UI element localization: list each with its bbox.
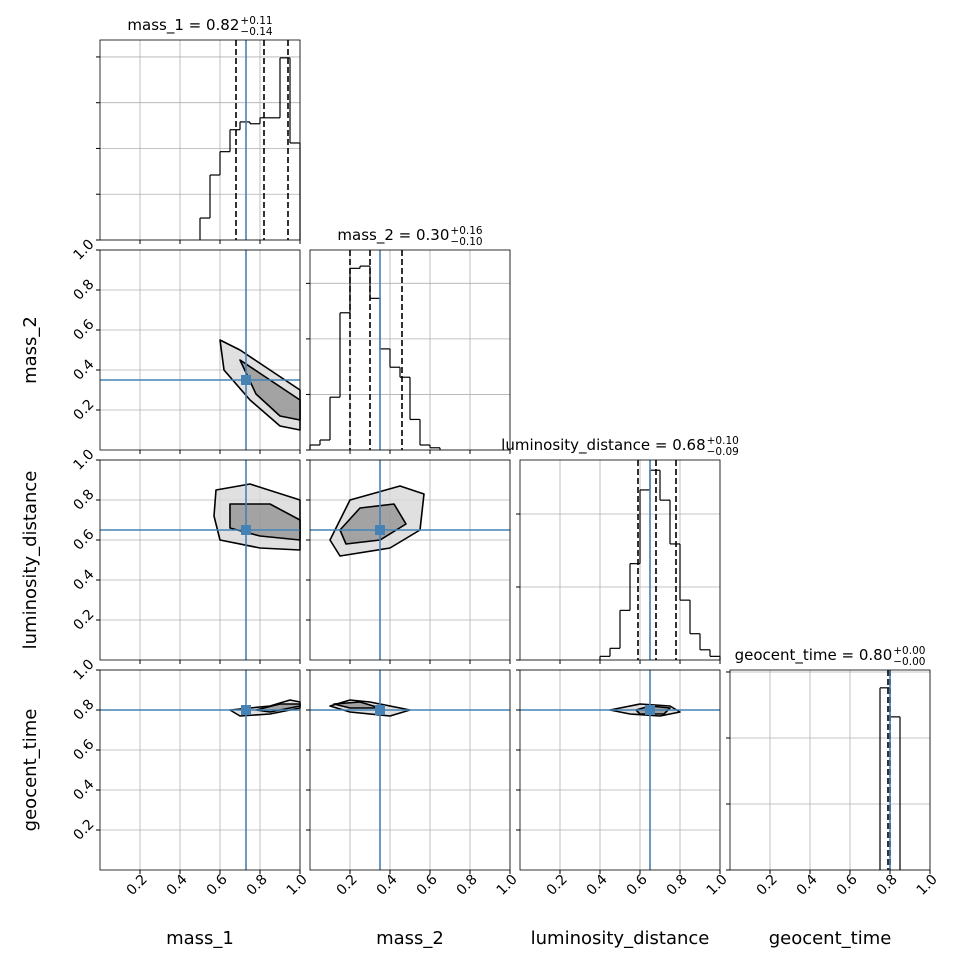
truth-marker <box>645 705 655 715</box>
panel-frame <box>309 249 511 451</box>
x-tick-label: 0.2 <box>544 872 571 899</box>
truth-marker <box>241 525 251 535</box>
truth-marker <box>241 375 251 385</box>
y-tick-label: 0.4 <box>70 776 97 803</box>
x-tick-label: 0.4 <box>164 872 191 899</box>
x-tick-label: 0.6 <box>624 872 651 899</box>
title-text: mass_1 = 0.82 <box>127 16 239 35</box>
x-axis-label: mass_1 <box>166 928 234 949</box>
x-tick-label: 0.6 <box>204 872 231 899</box>
y-tick-label: 1.0 <box>70 446 97 473</box>
panel-frame <box>519 459 721 661</box>
panel-frame <box>309 459 511 661</box>
y-tick-label: 0.6 <box>70 316 97 343</box>
contour <box>339 503 407 545</box>
x-tick-label: 0.8 <box>454 872 481 899</box>
title-sup: +0.10 <box>707 435 739 447</box>
x-tick-label: 0.6 <box>414 872 441 899</box>
y-axis-label: luminosity_distance <box>20 471 41 650</box>
x-axis-label: luminosity_distance <box>531 928 710 949</box>
x-tick-label: 1.0 <box>494 872 521 899</box>
title-sub: −0.00 <box>893 656 925 668</box>
panel-frame <box>729 669 931 871</box>
x-tick-label: 0.4 <box>584 872 611 899</box>
y-tick-label: 1.0 <box>70 236 97 263</box>
x-tick-label: 0.2 <box>334 872 361 899</box>
x-tick-label: 0.2 <box>754 872 781 899</box>
y-tick-label: 0.2 <box>70 816 97 843</box>
y-tick-label: 0.6 <box>70 736 97 763</box>
x-tick-label: 1.0 <box>284 872 311 899</box>
x-axis-label: mass_2 <box>376 928 444 949</box>
panel-frame <box>99 39 301 241</box>
y-tick-label: 0.6 <box>70 526 97 553</box>
x-tick-label: 0.8 <box>244 872 271 899</box>
y-tick-label: 0.4 <box>70 566 97 593</box>
title-text: mass_2 = 0.30 <box>337 226 449 245</box>
y-tick-label: 0.8 <box>70 696 97 723</box>
y-tick-label: 0.2 <box>70 396 97 423</box>
title-sub: −0.09 <box>707 446 739 458</box>
y-tick-label: 0.2 <box>70 606 97 633</box>
x-tick-label: 1.0 <box>704 872 731 899</box>
title-sup: +0.11 <box>240 15 272 27</box>
panel-title: luminosity_distance = 0.68 +0.10−0.09 <box>501 435 739 458</box>
panel-frame <box>519 669 721 871</box>
title-text: luminosity_distance = 0.68 <box>501 436 705 455</box>
x-tick-label: 1.0 <box>914 872 941 899</box>
x-tick-label: 0.8 <box>664 872 691 899</box>
y-axis-label: mass_2 <box>20 316 41 384</box>
truth-marker <box>375 705 385 715</box>
y-axis-label: geocent_time <box>20 709 41 832</box>
panel-frame <box>99 459 301 661</box>
title-text: geocent_time = 0.80 <box>735 646 893 665</box>
x-tick-label: 0.8 <box>874 872 901 899</box>
panel-frame <box>99 249 301 451</box>
truth-marker <box>375 525 385 535</box>
panel-title: geocent_time = 0.80 +0.00−0.00 <box>735 645 926 668</box>
panel-title: mass_1 = 0.82 +0.11−0.14 <box>127 15 272 38</box>
panel-title: mass_2 = 0.30 +0.16−0.10 <box>337 225 482 248</box>
truth-marker <box>241 705 251 715</box>
panel-frame <box>99 669 301 871</box>
x-tick-label: 0.4 <box>374 872 401 899</box>
y-tick-label: 0.8 <box>70 486 97 513</box>
x-tick-label: 0.2 <box>124 872 151 899</box>
title-sub: −0.10 <box>450 236 482 248</box>
y-tick-label: 1.0 <box>70 656 97 683</box>
y-tick-label: 0.8 <box>70 276 97 303</box>
panel-frame <box>309 669 511 871</box>
x-tick-label: 0.4 <box>794 872 821 899</box>
x-axis-label: geocent_time <box>769 928 892 949</box>
x-tick-label: 0.6 <box>834 872 861 899</box>
title-sub: −0.14 <box>240 26 272 38</box>
y-tick-label: 0.4 <box>70 356 97 383</box>
title-sup: +0.16 <box>450 225 482 237</box>
title-sup: +0.00 <box>893 645 925 657</box>
